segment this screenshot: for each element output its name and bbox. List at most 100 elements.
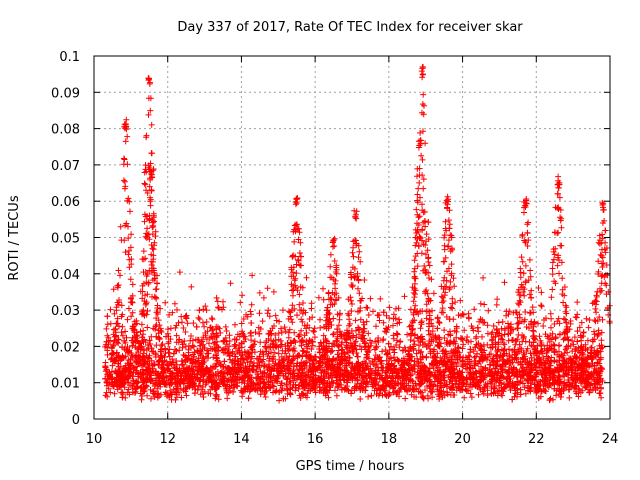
data-point <box>395 380 402 387</box>
data-point <box>119 344 126 351</box>
data-point <box>232 353 239 360</box>
data-point <box>256 362 263 369</box>
data-point <box>549 371 556 378</box>
data-point <box>561 335 568 342</box>
data-point <box>519 361 526 368</box>
data-point <box>157 372 163 379</box>
data-point <box>143 366 150 373</box>
data-point <box>568 363 575 370</box>
data-point <box>109 381 116 387</box>
data-point <box>373 323 379 330</box>
data-point <box>404 331 411 338</box>
data-point <box>383 380 390 387</box>
data-point <box>581 383 588 390</box>
data-point <box>491 385 498 392</box>
data-point <box>386 382 393 389</box>
data-point <box>164 366 171 373</box>
data-point <box>340 376 347 383</box>
data-point <box>367 365 374 372</box>
data-point <box>120 177 127 184</box>
data-point <box>373 344 379 351</box>
data-point <box>128 231 135 238</box>
data-point <box>441 327 448 334</box>
data-point <box>159 375 165 382</box>
data-point <box>153 333 160 340</box>
data-point <box>104 393 111 400</box>
data-point <box>301 360 308 367</box>
data-point <box>448 356 455 363</box>
data-point <box>283 381 290 388</box>
data-point <box>383 357 390 364</box>
data-point <box>489 355 496 362</box>
data-point <box>429 394 436 401</box>
data-point <box>490 389 497 396</box>
data-point <box>443 366 449 373</box>
data-point <box>499 353 506 360</box>
data-point <box>375 382 382 389</box>
data-point <box>133 379 140 386</box>
data-point <box>506 364 513 371</box>
data-point <box>269 382 276 389</box>
data-point <box>443 381 450 388</box>
data-point <box>125 235 132 242</box>
data-point <box>187 358 194 365</box>
data-point <box>299 379 306 385</box>
data-point <box>506 380 513 386</box>
data-point <box>436 368 443 375</box>
data-point <box>118 378 125 385</box>
data-point <box>288 357 295 364</box>
data-point <box>384 374 391 380</box>
data-point <box>241 356 248 363</box>
data-point <box>121 178 128 185</box>
data-point <box>358 380 365 387</box>
data-point <box>374 337 381 344</box>
data-point <box>215 396 222 403</box>
data-point <box>450 392 457 398</box>
data-point <box>487 361 494 368</box>
data-point <box>481 384 488 391</box>
data-point <box>113 304 120 311</box>
data-point <box>124 197 131 204</box>
data-point <box>507 387 514 394</box>
data-point <box>201 388 208 395</box>
data-point <box>463 387 470 394</box>
data-point <box>516 369 523 376</box>
data-point <box>356 372 363 378</box>
data-point <box>512 341 519 348</box>
data-point <box>503 376 510 383</box>
data-point <box>123 220 130 227</box>
data-point <box>574 328 581 335</box>
data-point <box>306 367 313 373</box>
data-point <box>535 367 541 374</box>
data-point <box>572 370 579 377</box>
data-point <box>287 386 294 393</box>
data-point <box>411 393 418 400</box>
data-point <box>119 373 126 379</box>
data-point <box>137 384 144 391</box>
data-point <box>546 397 553 404</box>
data-point <box>249 272 256 279</box>
data-point <box>113 349 120 356</box>
data-point <box>582 371 589 378</box>
data-point <box>484 380 491 387</box>
data-point <box>479 366 486 373</box>
data-point <box>326 380 333 387</box>
data-point <box>206 373 213 380</box>
data-point <box>412 380 419 387</box>
data-point <box>402 395 409 402</box>
data-point <box>239 352 246 359</box>
data-point <box>220 381 227 388</box>
data-point <box>482 372 488 379</box>
data-point <box>401 377 408 384</box>
data-point <box>571 353 578 360</box>
data-point <box>418 348 425 355</box>
data-point <box>588 372 595 379</box>
data-point <box>102 368 109 375</box>
data-point <box>536 333 543 340</box>
data-point <box>450 369 457 376</box>
data-point <box>294 312 300 319</box>
data-point <box>505 357 512 364</box>
data-point <box>188 365 195 372</box>
data-point <box>122 120 129 127</box>
data-point <box>240 388 247 395</box>
